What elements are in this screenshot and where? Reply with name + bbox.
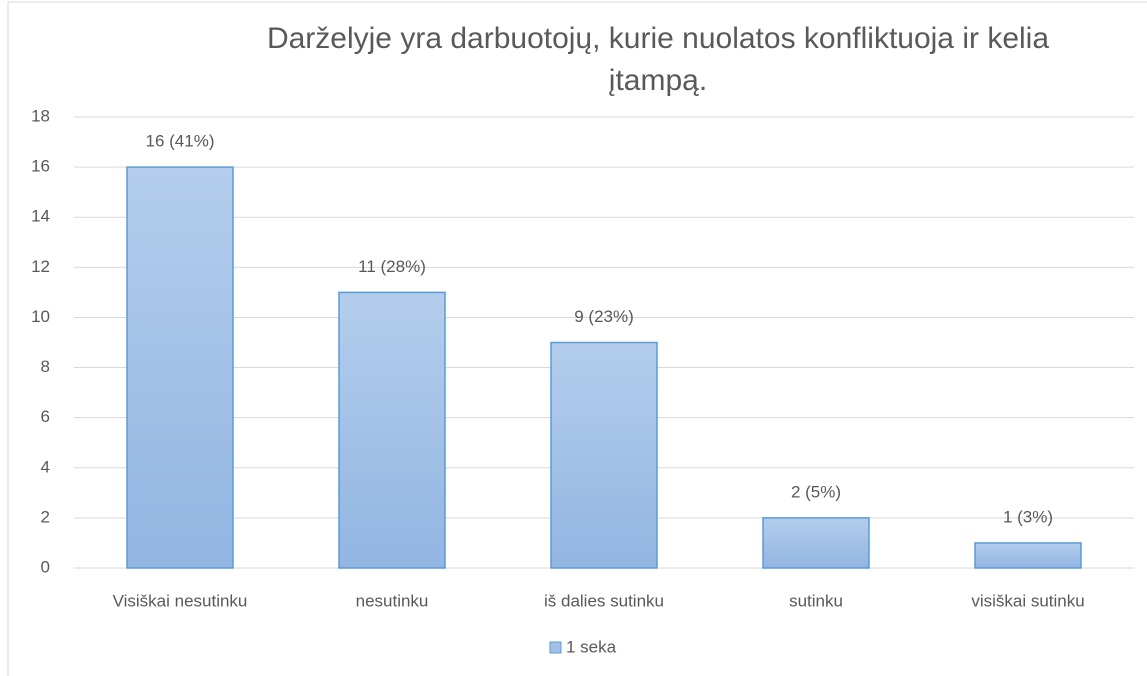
value-label: 11 (28%) (358, 257, 426, 276)
value-label: 2 (5%) (791, 482, 841, 501)
bar (126, 166, 234, 569)
x-tick-label: iš dalies sutinku (544, 591, 664, 610)
x-tick-label: nesutinku (356, 591, 429, 610)
y-tick-label: 4 (41, 457, 50, 476)
value-label: 1 (3%) (1003, 507, 1053, 526)
value-label: 16 (41%) (146, 132, 215, 151)
y-tick-label: 8 (41, 357, 50, 376)
y-tick-label: 18 (31, 106, 50, 125)
y-tick-label: 6 (41, 407, 50, 426)
legend-label: 1 seka (566, 637, 617, 656)
y-tick-label: 12 (31, 257, 50, 276)
y-tick-label: 2 (41, 507, 50, 526)
bar (762, 517, 870, 569)
x-tick-label: sutinku (789, 591, 843, 610)
y-tick-label: 16 (31, 157, 50, 176)
chart-border (7, 1, 1147, 676)
y-tick-label: 14 (31, 207, 50, 226)
x-tick-label: Visiškai nesutinku (113, 591, 248, 610)
legend-swatch (549, 641, 562, 654)
chart-title: Darželyje yra darbuotojų, kurie nuolatos… (266, 22, 1050, 97)
x-tick-label: visiškai sutinku (971, 591, 1084, 610)
y-tick-label: 0 (41, 557, 50, 576)
bar (338, 291, 446, 569)
bar (550, 341, 658, 569)
y-tick-label: 10 (31, 307, 50, 326)
value-label: 9 (23%) (574, 307, 634, 326)
bar (974, 542, 1082, 569)
